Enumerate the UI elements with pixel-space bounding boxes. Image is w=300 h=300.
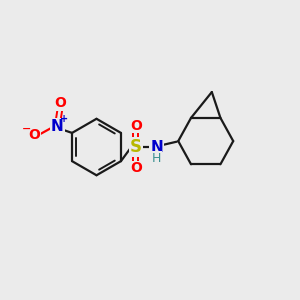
Text: O: O: [54, 96, 66, 110]
Text: −: −: [22, 124, 32, 134]
Text: O: O: [130, 118, 142, 133]
Text: O: O: [28, 128, 40, 142]
Text: N: N: [51, 119, 64, 134]
Text: H: H: [152, 152, 161, 165]
Text: +: +: [60, 114, 68, 124]
Text: O: O: [130, 161, 142, 176]
Text: N: N: [150, 140, 163, 154]
Text: S: S: [130, 138, 142, 156]
